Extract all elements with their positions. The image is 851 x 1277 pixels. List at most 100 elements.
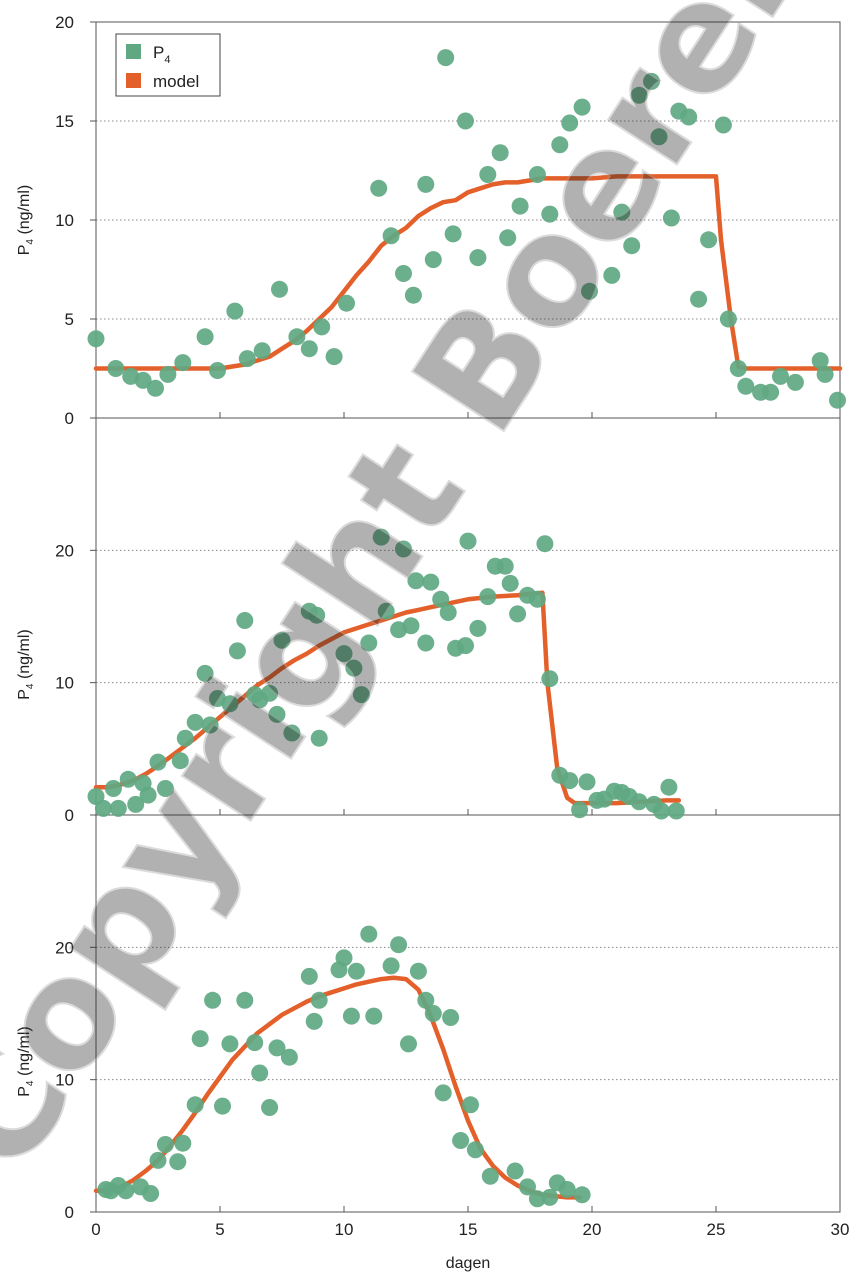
panel-1-p4-point xyxy=(680,108,698,126)
panel-2-p4-point xyxy=(402,617,420,635)
panel-1-p4-point xyxy=(816,365,834,383)
panel-2-p4-point xyxy=(652,802,670,820)
panel-3-p4-point xyxy=(149,1151,167,1169)
panel-2-p4-point xyxy=(439,604,457,621)
panel-1-p4-point xyxy=(457,112,474,130)
panel-3-p4-point xyxy=(236,991,254,1009)
panel-3-p4-point xyxy=(214,1097,231,1115)
x-tick-label: 0 xyxy=(91,1220,100,1239)
panel-2-p4-point xyxy=(308,606,326,624)
x-tick-label: 5 xyxy=(215,1220,224,1239)
panel-2-p4-point xyxy=(221,695,239,713)
panel-2-y-axis-title: P4 (ng/ml) xyxy=(16,629,36,699)
panel-2-y-tick-label: 10 xyxy=(55,674,74,693)
panel-1-p4-point xyxy=(630,86,648,104)
panel-3-y-tick-label: 0 xyxy=(65,1203,74,1222)
panel-1-p4-point xyxy=(662,209,680,227)
panel-3-y-tick-label: 20 xyxy=(55,938,74,957)
panel-2-p4-point xyxy=(335,645,353,663)
x-tick-label: 25 xyxy=(707,1220,726,1239)
panel-1-y-axis-title-sub: 4 xyxy=(25,239,36,245)
panel-1-p4-point xyxy=(313,318,331,336)
panel-2-p4-point xyxy=(127,795,145,813)
panel-2-p4-point xyxy=(201,716,219,734)
panel-1-p4-point xyxy=(444,225,462,243)
panel-1-p4-point xyxy=(650,128,668,146)
panel-2-p4-point xyxy=(171,752,189,770)
panel-3-p4-point xyxy=(117,1182,135,1200)
panel-1-p4-point xyxy=(174,354,192,372)
panel-3-y-axis-title-unit: (ng/ml) xyxy=(16,1026,33,1080)
panel-2-p4-point xyxy=(422,573,440,591)
panel-1-p4-point xyxy=(253,342,271,360)
panel-1-p4-point xyxy=(811,352,829,370)
panel-3-p4-point xyxy=(204,991,222,1009)
panel-3-p4-point xyxy=(541,1188,559,1206)
panel-1-p4-point xyxy=(87,330,105,348)
legend-label-model: model xyxy=(153,72,199,91)
panel-2-p4-point xyxy=(196,664,214,682)
panel-3-p4-point xyxy=(481,1167,499,1185)
x-tick-label: 10 xyxy=(335,1220,354,1239)
panel-2-p4-point xyxy=(536,535,554,553)
panel-1-p4-point xyxy=(288,328,306,346)
panel-1-p4-point xyxy=(159,365,177,383)
panel-3-p4-point xyxy=(335,949,353,967)
panel-2-p4-point xyxy=(578,773,596,791)
panel-3-p4-point xyxy=(466,1141,484,1159)
panel-1-p4-point xyxy=(511,197,529,215)
panel-2-p4-point xyxy=(660,778,678,796)
panel-3-p4-point xyxy=(573,1186,591,1204)
panel-2-p4-point xyxy=(109,799,127,817)
panel-2-p4-point xyxy=(283,724,301,742)
legend-label-p4-main: P xyxy=(153,43,164,62)
panel-2-p4-point xyxy=(417,634,435,652)
panel-1-y-tick-label: 0 xyxy=(65,409,74,428)
panel-1-p4-point xyxy=(196,328,214,346)
panel-1-p4-point xyxy=(829,391,846,409)
panel-1-p4-point xyxy=(581,282,598,300)
panel-3-p4-point xyxy=(462,1096,479,1114)
panel-2-p4-point xyxy=(457,637,474,655)
legend-swatch-p4 xyxy=(126,44,141,59)
panel-2-p4-point xyxy=(94,799,112,817)
panel-1-p4-point xyxy=(382,227,400,245)
panel-3-p4-point xyxy=(390,936,408,954)
panel-2-p4-point xyxy=(139,786,157,804)
panel-3-p4-point xyxy=(186,1096,204,1114)
panel-1-p4-point xyxy=(479,166,497,183)
panel-3-p4-point xyxy=(246,1034,264,1052)
panel-1-p4-point xyxy=(209,362,226,379)
panel-1-p4-point xyxy=(395,265,412,282)
panel-1-p4-point xyxy=(338,294,355,312)
panel-2-p4-point xyxy=(360,634,378,652)
panel-1-p4-point xyxy=(729,360,747,377)
panel-1-p4-point xyxy=(404,286,422,304)
panel-1-y-tick-label: 5 xyxy=(65,310,74,329)
panel-1-y-axis-title-unit: (ng/ml) xyxy=(16,185,33,239)
panel-3-p4-point xyxy=(221,1035,239,1053)
panel-1-p4-point xyxy=(469,249,487,267)
panel-3-p4-point xyxy=(142,1185,160,1202)
panel-2-p4-point xyxy=(261,684,279,702)
panel-2-p4-point xyxy=(496,557,514,575)
x-tick-label: 30 xyxy=(831,1220,850,1239)
panel-2-p4-point xyxy=(176,729,194,747)
panel-1-p4-point xyxy=(772,367,789,385)
panel-2-p4-point xyxy=(377,602,395,620)
panel-2-y-axis-title-main: P xyxy=(16,689,33,700)
legend: P4 model xyxy=(115,33,221,97)
panel-2-p4-point xyxy=(395,540,412,558)
panel-2-p4-point xyxy=(268,705,286,723)
panel-3-y-axis-title-sub: 4 xyxy=(25,1080,36,1086)
panel-3-p4-point xyxy=(424,1005,442,1022)
panel-1-p4-point xyxy=(107,360,125,377)
panel-2-p4-point xyxy=(561,772,579,790)
panel-1-p4-point xyxy=(238,350,256,368)
x-axis-title: dagen xyxy=(446,1255,491,1272)
panel-3-y-axis-title: P4 (ng/ml) xyxy=(16,1026,36,1096)
panel-1-p4-point xyxy=(300,340,318,358)
panel-1-p4-point xyxy=(700,231,718,249)
panel-3-p4-point xyxy=(300,967,318,985)
